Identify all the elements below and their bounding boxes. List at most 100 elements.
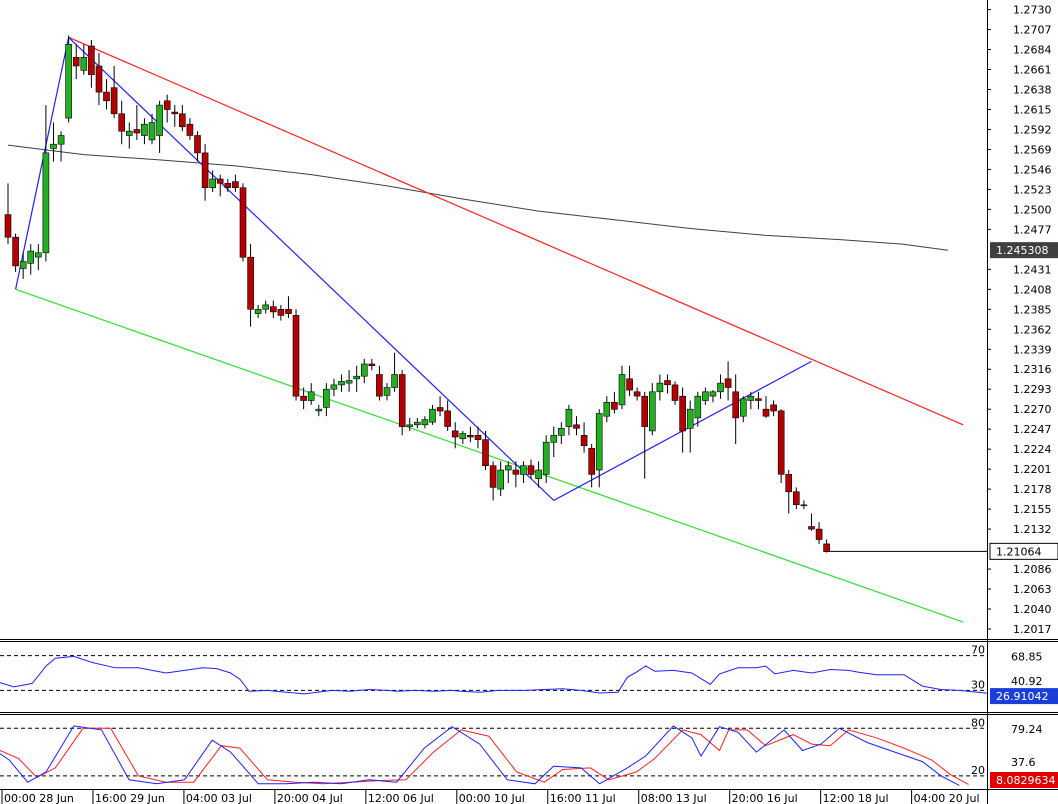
bear-candle (118, 113, 125, 132)
bear-candle (755, 398, 762, 401)
bull-candle (34, 252, 42, 258)
bull-candle (535, 469, 542, 479)
bear-candle (277, 308, 285, 316)
lower-channel-line (15, 288, 964, 623)
price-tick-label: 1.2017 (1013, 623, 1052, 636)
price-tick-label: 1.2339 (1013, 343, 1052, 356)
bull-candle (406, 424, 414, 427)
bull-candle (413, 421, 421, 426)
stoch-main-line (0, 725, 960, 786)
bull-candle (557, 427, 565, 436)
price-tick-label: 1.2293 (1013, 383, 1052, 396)
price-tick-label: 1.2316 (1013, 363, 1052, 376)
bear-candle (633, 391, 641, 397)
price-tick-label: 1.2201 (1013, 463, 1052, 476)
stoch-level-label: 20 (971, 764, 985, 777)
bull-candle (421, 419, 429, 426)
bear-candle (474, 434, 482, 440)
rsi-value-badge-box (990, 688, 1058, 705)
bull-candle (27, 250, 35, 264)
bear-candle (12, 236, 19, 267)
rsi-line (0, 655, 988, 695)
price-tick-label: 1.2063 (1013, 583, 1052, 596)
bear-candle (815, 528, 823, 540)
bear-candle (467, 434, 474, 438)
bear-candle (611, 401, 618, 410)
bull-candle (42, 152, 50, 254)
bear-candle (785, 474, 793, 493)
bear-candle (451, 430, 459, 438)
current-price-badge-box (989, 542, 1058, 560)
price-tick-label: 1.2040 (1013, 603, 1052, 616)
bear-candle (186, 123, 194, 136)
price-tick-label: 1.2730 (1013, 4, 1052, 17)
bull-candle (429, 408, 436, 423)
price-tick-label: 1.2224 (1013, 443, 1052, 456)
bull-candle (345, 380, 353, 384)
bear-candle (732, 391, 740, 419)
bull-candle (126, 130, 133, 136)
bear-candle (368, 363, 376, 367)
bear-candle (664, 380, 671, 386)
rsi-value-badge: 26.91042 (996, 690, 1049, 703)
bear-candle (376, 374, 383, 397)
bull-candle (262, 304, 270, 310)
price-tick-label: 1.2707 (1013, 24, 1052, 37)
bull-candle (739, 398, 747, 417)
bull-candle (717, 382, 724, 393)
upper-channel-line (68, 36, 964, 426)
time-tick-label: 16:00 11 Jul (550, 792, 616, 804)
zigzag-line (15, 36, 812, 502)
bear-candle (792, 491, 800, 506)
bull-candle (65, 43, 72, 119)
bear-candle (573, 424, 580, 429)
bull-candle (603, 401, 611, 417)
price-tick-label: 1.2086 (1013, 563, 1052, 576)
time-axis: 00:00 28 Jun 16:00 29 Jun 04:00 03 Jul 20:0… (1, 790, 980, 804)
price-tick-label: 1.2500 (1013, 203, 1052, 216)
rsi-level-label: 30 (971, 678, 985, 691)
price-tick-label: 1.2132 (1013, 523, 1052, 536)
price-tick-label: 1.2247 (1013, 423, 1052, 436)
price-tick-label: 1.2362 (1013, 323, 1052, 336)
stoch-value-badge: 8.0829634 (996, 774, 1056, 787)
bull-candle (800, 504, 808, 507)
bear-candle (482, 439, 489, 467)
bear-candle (201, 152, 209, 188)
bear-candle (269, 306, 277, 313)
bull-candle (57, 135, 65, 145)
bull-candle (686, 408, 694, 429)
bear-candle (300, 395, 307, 401)
bull-candle (156, 104, 163, 136)
time-tick-label: 04:00 20 Jul (914, 792, 980, 804)
bull-candle (565, 408, 573, 427)
bull-candle (323, 388, 330, 408)
time-tick-label: 20:00 16 Jul (732, 792, 798, 804)
stoch-value-badge-box (990, 772, 1058, 788)
bear-candle (110, 87, 118, 115)
bear-candle (777, 410, 785, 475)
bear-candle (103, 91, 110, 102)
bear-candle (4, 214, 12, 238)
bull-candle (148, 122, 156, 141)
ma-value-badge-box (990, 242, 1058, 259)
rsi-panel (0, 655, 988, 695)
bull-candle (550, 434, 558, 443)
stoch-level-label: 80 (971, 716, 985, 729)
bull-candle (747, 395, 755, 401)
current-price-badge: 1.21064 (996, 545, 1042, 558)
bull-candle (542, 441, 550, 475)
time-tick-label: 00:00 28 Jun (4, 792, 74, 804)
price-tick-label: 1.2592 (1013, 123, 1052, 136)
bull-candle (497, 469, 505, 490)
time-tick-label: 20:00 04 Jul (277, 792, 343, 804)
bear-candle (489, 465, 497, 488)
bear-candle (527, 465, 535, 475)
bull-candle (702, 391, 709, 401)
bull-candle (391, 374, 398, 388)
price-tick-label: 1.2270 (1013, 403, 1052, 416)
bear-candle (671, 384, 679, 401)
bull-candle (648, 391, 656, 432)
bear-candle (216, 178, 224, 184)
bull-candle (520, 465, 527, 475)
